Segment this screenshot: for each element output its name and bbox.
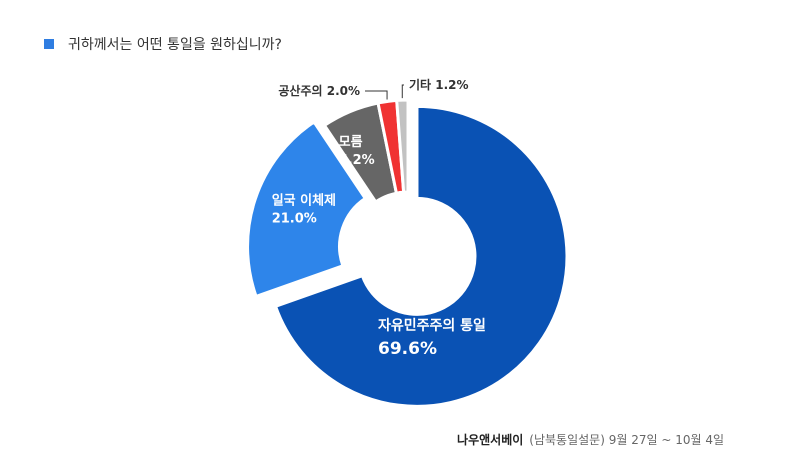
slice-one-nation-two-systems [246, 120, 367, 298]
label-one-nation-two-systems-name: 일국 이체제 [272, 193, 336, 209]
slice-liberal-democracy [274, 104, 569, 408]
chart-title-row: 귀하께서는 어떤 통일을 원하십니까? [44, 34, 282, 54]
label-unknown-name: 모름 [339, 135, 363, 150]
survey-period: (남북통일설문) 9월 27일 ~ 10월 4일 [529, 433, 724, 447]
title-square-icon [44, 39, 54, 49]
leader-line-communism [365, 90, 388, 100]
source-note: 나우앤서베이 (남북통일설문) 9월 27일 ~ 10월 4일 [457, 431, 724, 448]
slice-other [395, 98, 410, 194]
source-brand: 나우앤서베이 [457, 433, 524, 447]
label-communism: 공산주의 2.0% [278, 83, 360, 98]
chart-title: 귀하께서는 어떤 통일을 원하십니까? [68, 37, 282, 53]
label-unknown-value: 6.2% [339, 153, 375, 168]
label-one-nation-two-systems-value: 21.0% [272, 212, 317, 227]
label-liberal-democracy-value: 69.6% [378, 339, 437, 359]
leader-line-other [401, 84, 404, 99]
label-other: 기타 1.2% [409, 77, 469, 92]
label-liberal-democracy-name: 자유민주주의 통일 [378, 317, 486, 334]
